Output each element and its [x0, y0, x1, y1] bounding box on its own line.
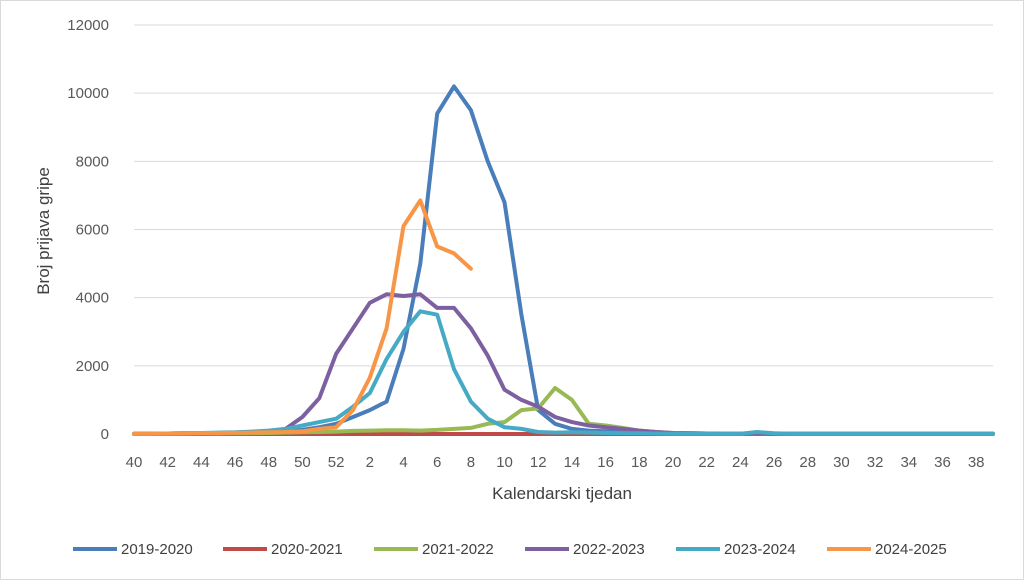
x-tick-label: 2 [366, 454, 374, 471]
x-tick-label: 22 [698, 454, 715, 471]
legend-label: 2019-2020 [121, 541, 193, 558]
legend: 2019-2020 2020-2021 2021-2022 2022-2023 2023… [73, 541, 947, 558]
x-tick-label: 20 [665, 454, 682, 471]
x-axis-ticks: 40 42 44 46 48 50 52 2 4 6 8 10 12 14 16 18 20 22 24 26 28 30… [126, 454, 985, 471]
legend-label: 2023-2024 [724, 541, 796, 558]
x-tick-label: 34 [900, 454, 917, 471]
y-axis-title: Broj prijava gripe [34, 167, 53, 295]
legend-item-2023-2024: 2023-2024 [676, 541, 796, 558]
x-tick-label: 52 [328, 454, 345, 471]
y-tick-label: 4000 [76, 290, 109, 307]
legend-item-2019-2020: 2019-2020 [73, 541, 193, 558]
gridlines [134, 24, 993, 435]
y-tick-label: 0 [101, 426, 109, 443]
legend-label: 2020-2021 [271, 541, 343, 558]
x-axis-title: Kalendarski tjedan [492, 484, 632, 503]
x-tick-label: 44 [193, 454, 210, 471]
series-line-2023-2024 [132, 309, 995, 436]
x-tick-label: 50 [294, 454, 311, 471]
legend-label: 2021-2022 [422, 541, 494, 558]
y-tick-label: 2000 [76, 358, 109, 375]
x-tick-label: 36 [934, 454, 951, 471]
series-line-2022-2023 [132, 292, 995, 436]
x-tick-label: 26 [766, 454, 783, 471]
y-tick-label: 8000 [76, 153, 109, 170]
x-tick-label: 10 [496, 454, 513, 471]
x-tick-label: 32 [867, 454, 884, 471]
x-tick-label: 40 [126, 454, 143, 471]
x-tick-label: 6 [433, 454, 441, 471]
x-tick-label: 30 [833, 454, 850, 471]
x-tick-label: 48 [260, 454, 277, 471]
legend-label: 2024-2025 [875, 541, 947, 558]
y-tick-label: 12000 [67, 17, 109, 34]
x-tick-label: 38 [968, 454, 985, 471]
x-tick-label: 46 [227, 454, 244, 471]
y-tick-label: 10000 [67, 85, 109, 102]
x-tick-label: 24 [732, 454, 749, 471]
legend-item-2020-2021: 2020-2021 [223, 541, 343, 558]
legend-item-2024-2025: 2024-2025 [827, 541, 947, 558]
x-tick-label: 42 [159, 454, 176, 471]
x-tick-label: 28 [799, 454, 816, 471]
y-axis-ticks: 0 2000 4000 6000 8000 10000 12000 [67, 17, 109, 443]
x-tick-label: 8 [467, 454, 475, 471]
x-tick-label: 4 [399, 454, 407, 471]
x-tick-label: 14 [564, 454, 581, 471]
x-tick-label: 18 [631, 454, 648, 471]
y-tick-label: 6000 [76, 222, 109, 239]
legend-item-2022-2023: 2022-2023 [525, 541, 645, 558]
series-lines [132, 84, 995, 436]
x-tick-label: 12 [530, 454, 547, 471]
legend-item-2021-2022: 2021-2022 [374, 541, 494, 558]
legend-label: 2022-2023 [573, 541, 645, 558]
series-line-2024-2025 [132, 198, 473, 436]
x-tick-label: 16 [597, 454, 614, 471]
series-line-2019-2020 [132, 84, 995, 436]
